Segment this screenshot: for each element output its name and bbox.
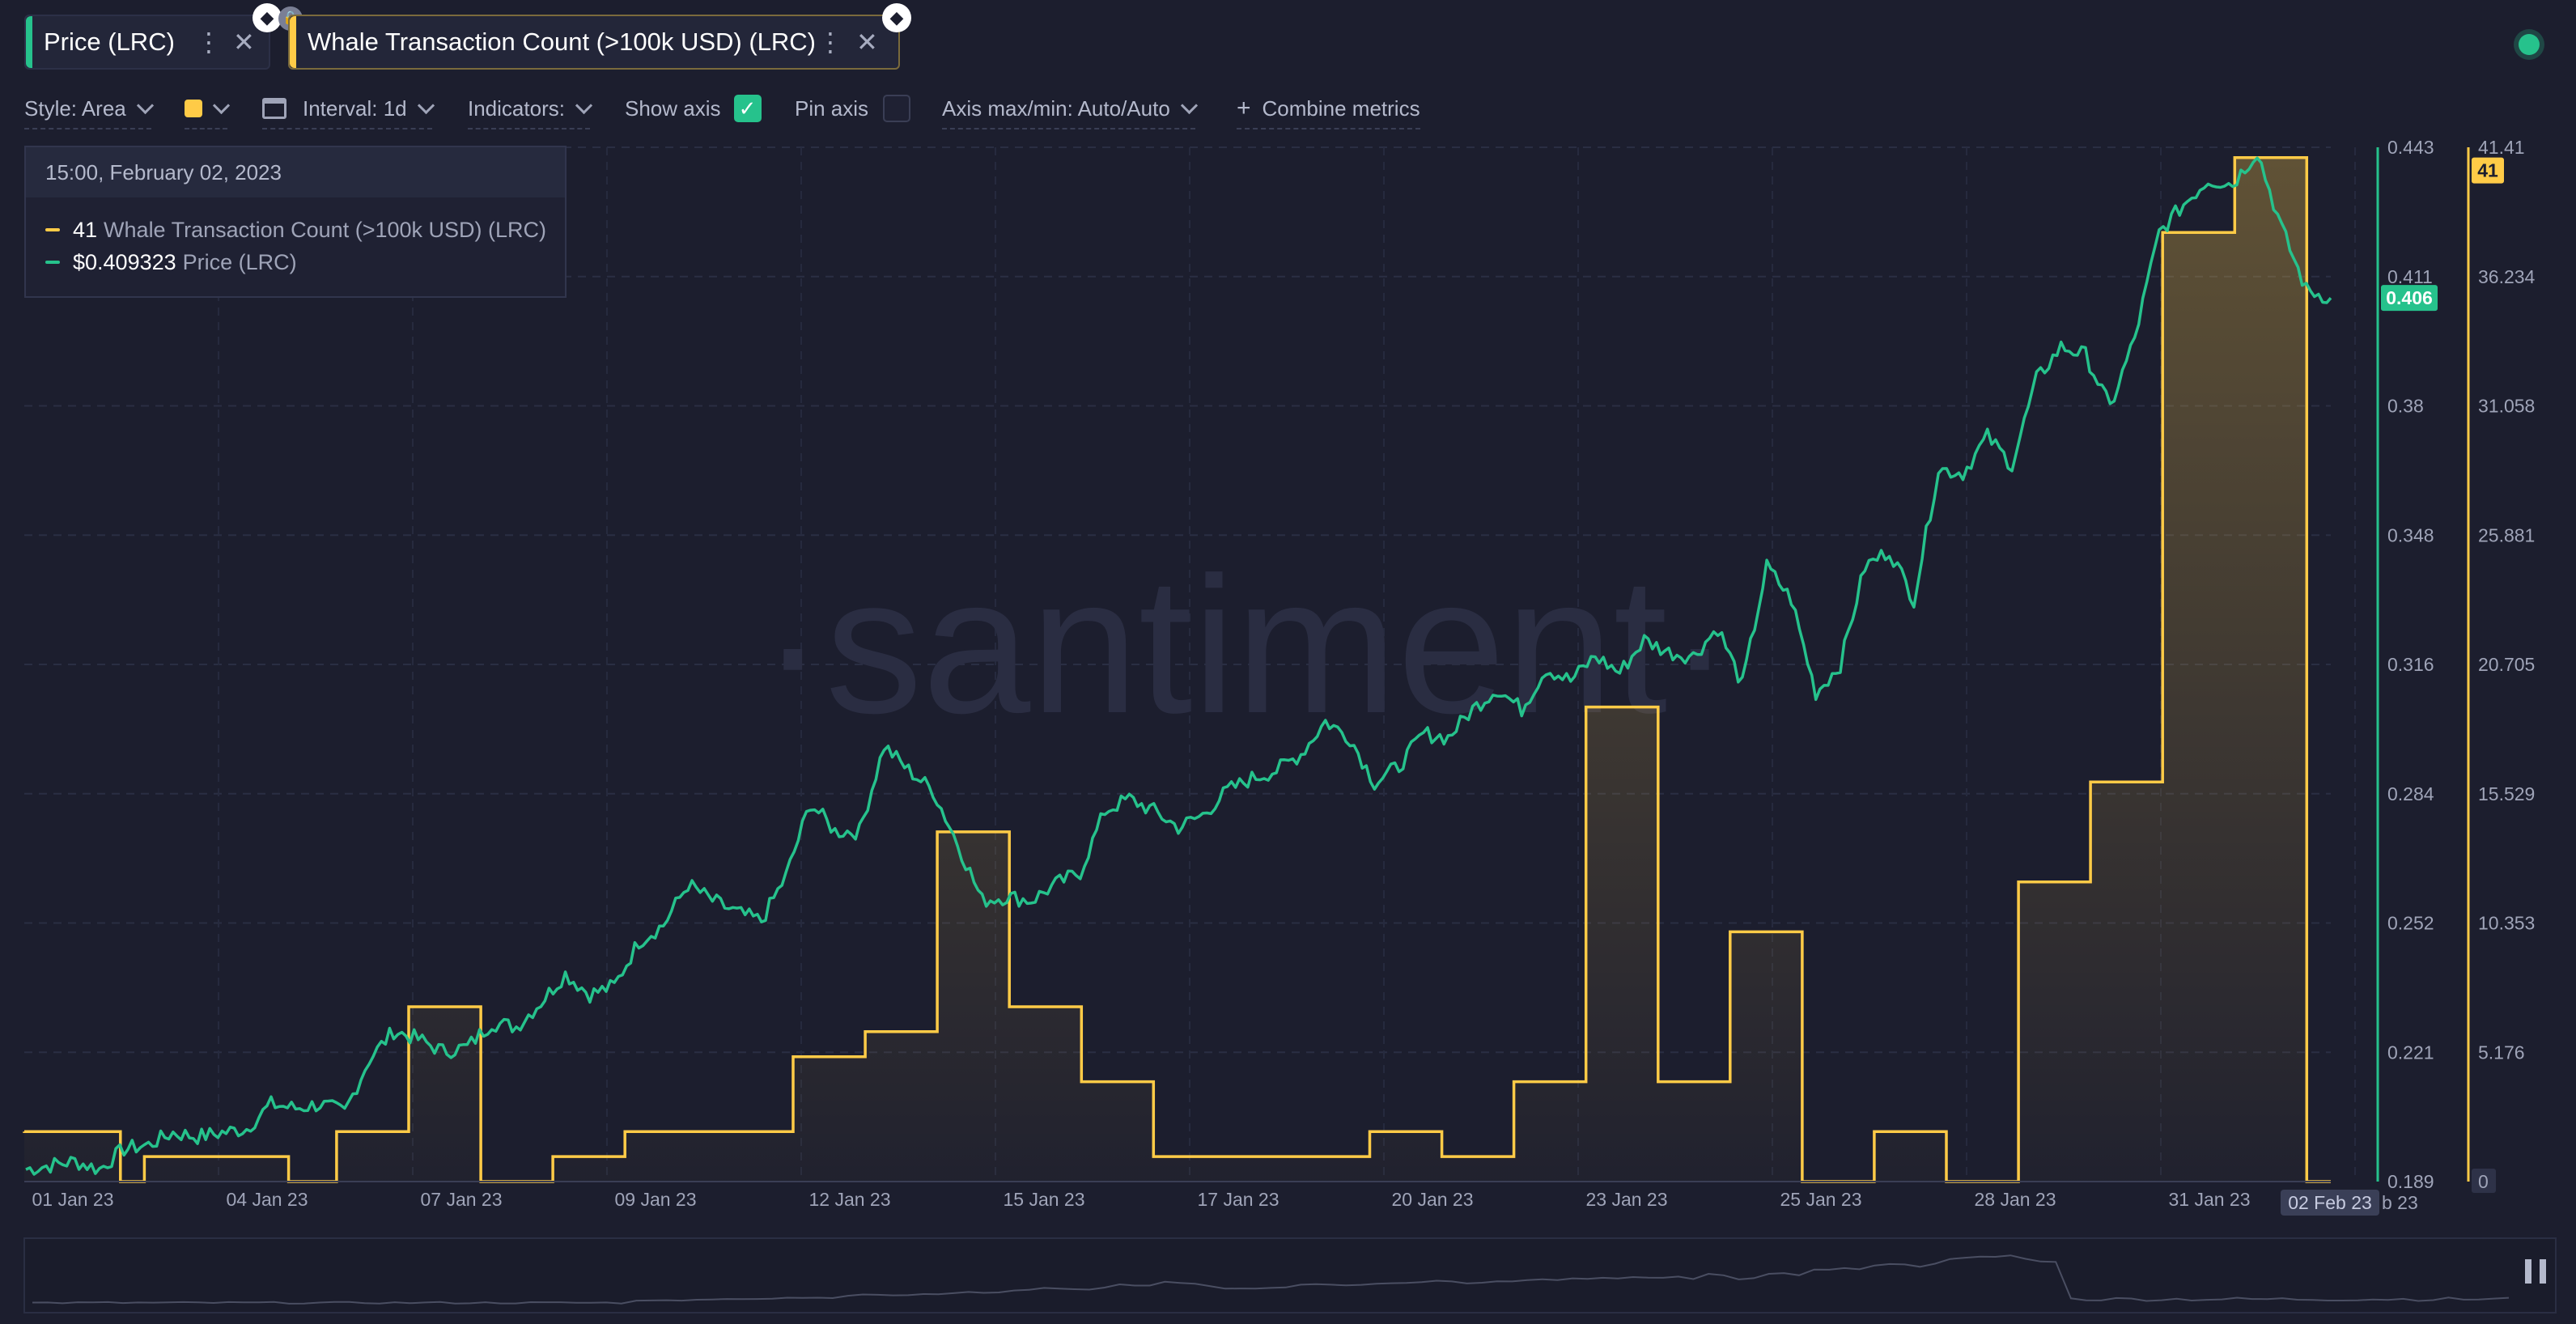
plus-icon: + xyxy=(1237,95,1251,121)
navigator-line xyxy=(32,1254,2510,1305)
close-icon[interactable]: ✕ xyxy=(233,28,255,57)
interval-label: Interval: 1d xyxy=(303,95,407,121)
style-dropdown[interactable]: Style: Area xyxy=(24,91,154,129)
more-options-icon[interactable]: ⋮ xyxy=(817,28,843,57)
indicators-label: Indicators: xyxy=(468,95,565,121)
x-tick-label: 23 Jan 23 xyxy=(1585,1189,1667,1210)
pin-axis-checkbox[interactable] xyxy=(883,95,911,122)
chart-tooltip: 15:00, February 02, 2023 41 Whale Transa… xyxy=(24,146,567,298)
price-axis-tick: 0.316 xyxy=(2387,654,2434,675)
show-axis-toggle[interactable]: Show axis ✓ xyxy=(625,91,762,126)
whale-area-fill xyxy=(24,157,2331,1182)
more-options-icon[interactable]: ⋮ xyxy=(196,28,222,57)
legend-marker xyxy=(45,261,60,264)
color-swatch xyxy=(185,100,202,117)
tooltip-value: 41 xyxy=(73,217,98,242)
whale-axis-zero-box xyxy=(2472,1169,2496,1193)
checkmark-icon[interactable]: ✓ xyxy=(733,95,762,122)
navigator-handle[interactable] xyxy=(2525,1259,2531,1284)
tab-price[interactable]: Price (LRC) ⋮ ✕ xyxy=(24,15,270,70)
navigator-handle[interactable] xyxy=(2540,1259,2546,1284)
whale-axis-tick: 20.705 xyxy=(2478,654,2535,675)
x-tick-label: 04 Jan 23 xyxy=(226,1189,308,1210)
calendar-icon xyxy=(262,98,286,119)
x-tick-label: 01 Jan 23 xyxy=(32,1189,113,1210)
style-label: Style: Area xyxy=(24,95,126,121)
whale-axis-tick: 41.41 xyxy=(2478,137,2525,158)
x-tick-label: 12 Jan 23 xyxy=(808,1189,890,1210)
color-picker[interactable] xyxy=(185,91,231,129)
x-tick-label: 17 Jan 23 xyxy=(1197,1189,1279,1210)
price-axis-tick: 0.38 xyxy=(2387,396,2424,417)
x-tick-label: b 23 xyxy=(2382,1192,2418,1213)
axis-maxmin-dropdown[interactable]: Axis max/min: Auto/Auto xyxy=(942,91,1198,129)
tooltip-row-price: $0.409323 Price (LRC) xyxy=(26,246,565,278)
tab-color-stripe xyxy=(26,16,32,68)
x-tick-label: 07 Jan 23 xyxy=(420,1189,502,1210)
price-axis-tick: 0.284 xyxy=(2387,783,2434,804)
tooltip-label: Price (LRC) xyxy=(182,249,297,274)
x-tick-label: 15 Jan 23 xyxy=(1003,1189,1084,1210)
price-current-badge xyxy=(2381,285,2438,312)
watermark: ·santiment· xyxy=(761,537,1732,753)
navigator-frame xyxy=(23,1237,2557,1313)
x-tick-label: 28 Jan 23 xyxy=(1974,1189,2056,1210)
whale-axis-tick: 0 xyxy=(2478,1171,2489,1192)
x-tick-label: 20 Jan 23 xyxy=(1391,1189,1473,1210)
tab-label: Whale Transaction Count (>100k USD) (LRC… xyxy=(308,28,816,56)
whale-axis-tick: 31.058 xyxy=(2478,396,2535,417)
price-series xyxy=(25,156,2332,1176)
price-current-value: 0.406 xyxy=(2386,287,2433,308)
price-axis-tick: 0.411 xyxy=(2387,266,2433,287)
x-highlight-label: 02 Feb 23 xyxy=(2288,1192,2372,1213)
ethereum-icon: ◆ xyxy=(253,3,282,32)
whale-axis-tick: 36.234 xyxy=(2478,266,2536,287)
price-axis-tick: 0.221 xyxy=(2387,1042,2434,1063)
tooltip-row-whale: 41 Whale Transaction Count (>100k USD) (… xyxy=(26,214,565,246)
x-tick-label: 09 Jan 23 xyxy=(614,1189,696,1210)
whale-axis-tick: 10.353 xyxy=(2478,913,2535,934)
tooltip-label: Whale Transaction Count (>100k USD) (LRC… xyxy=(104,217,547,242)
price-axis-tick: 0.443 xyxy=(2387,137,2434,158)
tooltip-value: $0.409323 xyxy=(73,249,176,274)
whale-axis-tick: 15.529 xyxy=(2478,783,2535,804)
x-tick-label: 25 Jan 23 xyxy=(1780,1189,1861,1210)
combine-metrics-button[interactable]: + Combine metrics xyxy=(1237,91,1420,129)
whale-axis-tick: 5.176 xyxy=(2478,1042,2525,1063)
show-axis-label: Show axis xyxy=(625,95,721,121)
price-axis-tick: 0.348 xyxy=(2387,524,2434,545)
price-line xyxy=(25,156,2332,1176)
axes: 01 Jan 23 04 Jan 23 07 Jan 23 09 Jan 23 12 J… xyxy=(24,137,2536,1216)
pin-axis-label: Pin axis xyxy=(795,95,869,121)
axis-maxmin-label: Axis max/min: Auto/Auto xyxy=(942,95,1170,121)
tab-color-stripe xyxy=(290,16,296,68)
whale-current-value: 41 xyxy=(2477,160,2498,181)
price-axis-tick: 0.189 xyxy=(2387,1171,2434,1192)
x-highlight-box xyxy=(2281,1190,2379,1216)
x-tick-label: 31 Jan 23 xyxy=(2168,1189,2250,1210)
combine-metrics-label: Combine metrics xyxy=(1262,95,1420,121)
close-icon[interactable]: ✕ xyxy=(856,28,878,57)
tab-whale-transaction-count[interactable]: Whale Transaction Count (>100k USD) (LRC… xyxy=(288,15,900,70)
indicators-dropdown[interactable]: Indicators: xyxy=(468,91,593,129)
ethereum-icon: ◆ xyxy=(882,3,911,32)
pin-axis-toggle[interactable]: Pin axis xyxy=(795,91,911,126)
whale-axis-tick: 25.881 xyxy=(2478,524,2535,545)
navigator[interactable] xyxy=(23,1237,2557,1313)
tab-label: Price (LRC) xyxy=(44,28,175,56)
whale-current-badge xyxy=(2472,157,2504,184)
legend-marker xyxy=(45,228,60,231)
tooltip-date: 15:00, February 02, 2023 xyxy=(26,147,565,197)
live-status-dot xyxy=(2519,34,2540,55)
price-axis-tick: 0.252 xyxy=(2387,913,2434,934)
interval-dropdown[interactable]: Interval: 1d xyxy=(262,91,435,129)
